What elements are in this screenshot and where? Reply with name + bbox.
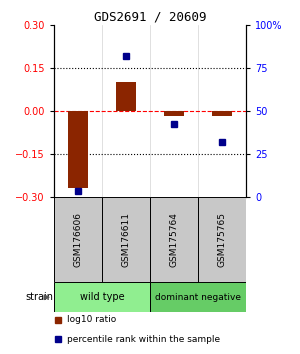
Bar — [150, 196, 198, 282]
Text: strain: strain — [25, 292, 53, 302]
Bar — [54, 196, 102, 282]
Bar — [150, 282, 246, 312]
Bar — [68, 111, 88, 188]
Text: GSM175765: GSM175765 — [218, 212, 226, 267]
Bar — [116, 82, 136, 111]
Bar — [198, 196, 246, 282]
Text: GSM176606: GSM176606 — [74, 212, 82, 267]
Bar — [164, 111, 184, 116]
Text: wild type: wild type — [80, 292, 124, 302]
Bar — [212, 111, 232, 116]
Text: dominant negative: dominant negative — [155, 293, 241, 302]
Text: log10 ratio: log10 ratio — [68, 315, 117, 324]
Title: GDS2691 / 20609: GDS2691 / 20609 — [94, 11, 206, 24]
Bar — [102, 196, 150, 282]
Bar — [54, 282, 150, 312]
Text: GSM175764: GSM175764 — [169, 212, 178, 267]
Text: percentile rank within the sample: percentile rank within the sample — [68, 335, 220, 344]
Text: GSM176611: GSM176611 — [122, 212, 130, 267]
